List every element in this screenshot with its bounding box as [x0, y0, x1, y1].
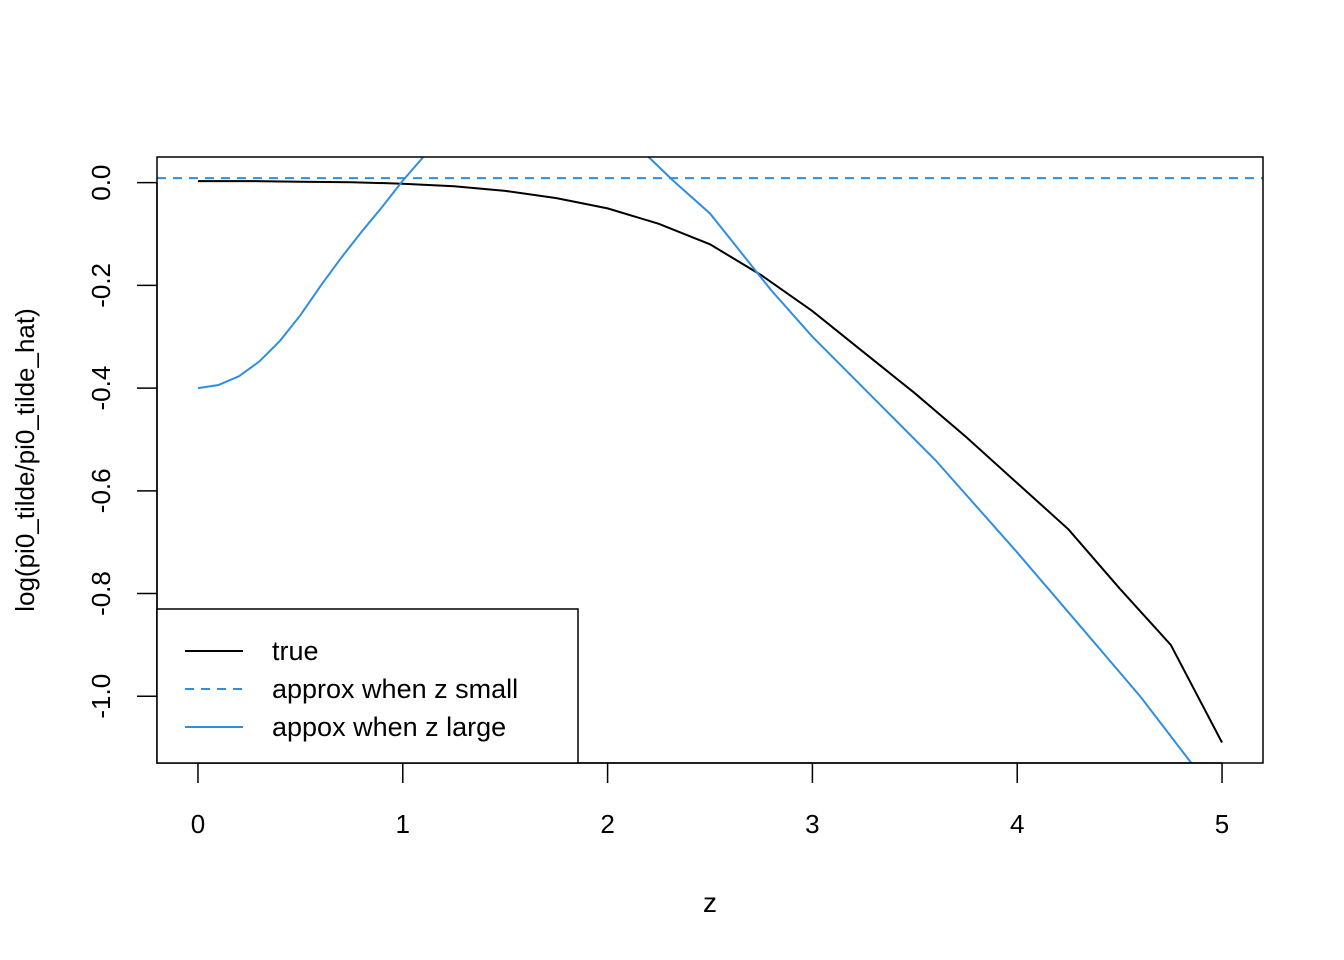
y-axis-label: log(pi0_tilde/pi0_tilde_hat) — [10, 308, 40, 612]
legend-box — [156, 608, 579, 764]
x-tick-label: 0 — [191, 809, 205, 839]
series-line-2-0 — [197, 157, 425, 390]
y-tick-label: 0.0 — [86, 165, 116, 201]
y-tick-label: -0.2 — [86, 263, 116, 308]
y-axis: 0.0 -0.2 -0.4 -0.6 -0.8 -1.0 — [86, 165, 158, 719]
x-tick-label: 2 — [600, 809, 614, 839]
legend-label-1: approx when z small — [272, 674, 518, 704]
legend: true approx when z small appox when z larg… — [156, 608, 579, 764]
x-tick-label: 3 — [805, 809, 819, 839]
x-axis-label: z — [703, 887, 717, 918]
y-tick-label: -0.6 — [86, 468, 116, 513]
series-layer — [157, 157, 1263, 763]
y-tick-label: -1.0 — [86, 674, 116, 719]
legend-label-0: true — [272, 636, 319, 666]
x-tick-label: 4 — [1010, 809, 1024, 839]
legend-label-2: appox when z large — [272, 712, 506, 742]
series-line-2-1 — [647, 157, 1193, 763]
y-tick-label: -0.8 — [86, 571, 116, 616]
x-tick-label: 1 — [396, 809, 410, 839]
series-line-0-0 — [198, 180, 1223, 743]
y-tick-label: -0.4 — [86, 366, 116, 411]
x-axis: 0 1 2 3 4 5 — [191, 762, 1229, 839]
x-tick-label: 5 — [1215, 809, 1229, 839]
